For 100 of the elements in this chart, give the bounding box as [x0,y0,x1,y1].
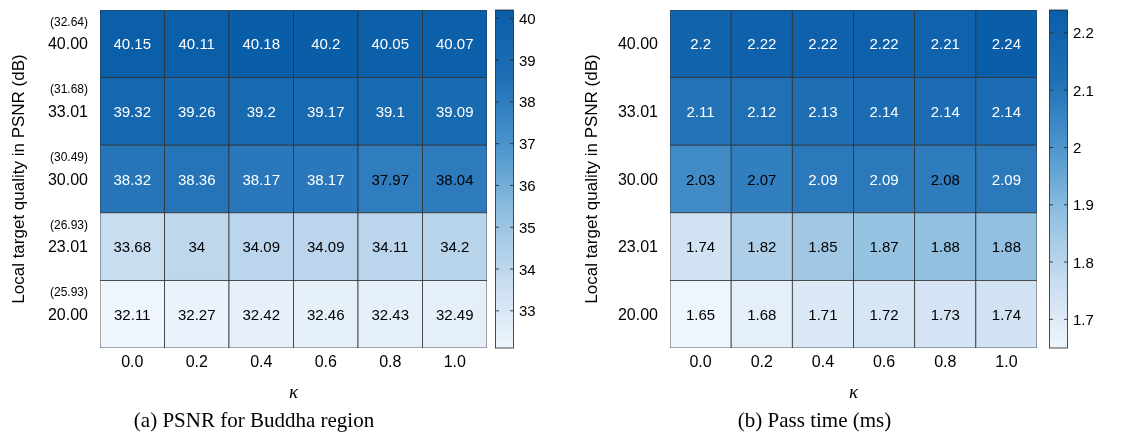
data-label: 1.65 [685,305,716,323]
data-label: 38.32 [113,170,152,188]
color-bar-label: 1.7 [1073,310,1094,328]
data-label: 38.36 [177,170,216,188]
data-label: 1.88 [930,238,960,256]
data-label: 1.73 [930,305,960,323]
x-tick-label: 0.2 [750,353,773,371]
data-label: 33.68 [113,238,152,256]
text: (26.93) [49,217,88,232]
data-label: 32.11 [114,305,151,323]
x-tick-label: 0.2 [185,353,208,371]
data-label: 1.71 [808,305,838,323]
data-label: 32.49 [435,305,474,323]
data-label: 2.14 [869,102,899,120]
data-label: 40.11 [178,35,215,53]
x-tick-label: 0.6 [872,353,896,371]
text: (30.49) [49,150,88,164]
data-label: 2.2 [690,35,712,53]
data-label: 37.97 [371,170,410,188]
data-label: 39.17 [306,102,345,120]
data-label: 39.09 [435,102,474,120]
data-label: 2.22 [747,35,777,53]
data-label: 39.2 [246,102,276,120]
data-label: 2.14 [930,102,960,120]
color-bar-label: 35 [519,218,536,236]
x-tick-label: 1.0 [443,353,466,371]
data-label: 34.09 [242,238,281,256]
x-tick-label: 0.4 [811,353,835,371]
data-label: 1.68 [747,305,777,323]
x-tick-label: 0.0 [689,353,712,371]
color-bar-label: 1.8 [1073,253,1094,271]
data-label: 38.04 [435,170,474,188]
data-label: 38.17 [242,170,281,188]
data-label: 1.82 [747,238,777,256]
y-tick-label: 30.00 [617,170,659,188]
color-bar-label: 34 [519,260,536,278]
data-label: 34.09 [306,238,345,256]
color-bar-label: 37 [519,135,536,153]
text: (25.93) [49,285,88,300]
x-tick-label: 0.0 [121,353,144,371]
data-label: 2.14 [991,102,1022,120]
text: (b) Pass time (ms) [736,408,893,433]
x-tick-label: 0.8 [934,353,957,371]
data-label: 1.87 [869,238,899,256]
data-label: 32.42 [242,305,281,323]
y-tick-label: 20.00 [47,305,89,323]
data-label: 40.07 [435,35,474,53]
text: (a) PSNR for Buddha region [132,408,376,433]
y-tick-label: 40.00 [47,35,89,53]
x-tick-label: 0.6 [314,353,337,371]
data-label: 2.22 [869,35,899,53]
x-tick-label: 1.0 [995,353,1018,371]
data-label: 2.09 [808,170,838,188]
data-label: 2.12 [747,102,777,120]
data-label: 34 [188,238,206,256]
data-label: 40.15 [113,35,152,53]
data-label: 2.09 [869,170,899,188]
data-label: 38.17 [306,170,345,188]
data-label: 2.08 [930,170,960,188]
color-bar-label: 2.1 [1073,81,1094,99]
color-bar-label: 38 [519,93,536,111]
y-tick-label: 30.00 [47,170,89,188]
data-label: 32.46 [306,305,345,323]
data-label: 39.1 [375,102,405,120]
y-tick-label: 23.01 [617,238,659,256]
x-tick-label: 0.4 [250,353,273,371]
data-label: 2.21 [930,35,960,53]
data-label: 1.85 [808,238,838,256]
x-axis-title: κ [288,381,299,402]
y-tick-label: 33.01 [47,102,89,120]
data-label: 40.05 [371,35,410,53]
y-axis-title: Local target quality in PSNR (dB) [9,54,29,304]
data-label: 2.03 [685,170,716,188]
data-label: 2.24 [991,35,1022,53]
y-tick-label: 20.00 [617,305,659,323]
data-label: 32.43 [371,305,410,323]
data-label: 1.72 [869,305,899,323]
color-bar-label: 39 [519,51,536,69]
data-label: 2.13 [808,102,838,120]
color-bar-label: 36 [519,176,536,194]
text: (31.68) [49,82,88,97]
data-label: 40.18 [242,35,281,53]
data-label: 2.11 [686,102,715,120]
color-bar-label: 33 [519,302,536,320]
data-label: 39.26 [177,102,216,120]
data-label: 2.07 [747,170,777,188]
data-label: 34.11 [372,238,409,256]
data-label: 32.27 [177,305,216,323]
data-label: 34.2 [440,238,470,256]
x-axis-title: κ [848,381,859,402]
text: (32.64) [49,14,88,29]
data-label: 40.2 [311,35,341,53]
color-bar-label: 2.2 [1073,24,1094,42]
data-label: 1.74 [991,305,1022,323]
data-label: 39.32 [113,102,152,120]
data-label: 2.22 [808,35,838,53]
color-bar-label: 1.9 [1073,196,1094,214]
y-tick-label: 40.00 [617,35,659,53]
data-label: 2.09 [991,170,1022,188]
y-tick-label: 23.01 [47,238,89,256]
